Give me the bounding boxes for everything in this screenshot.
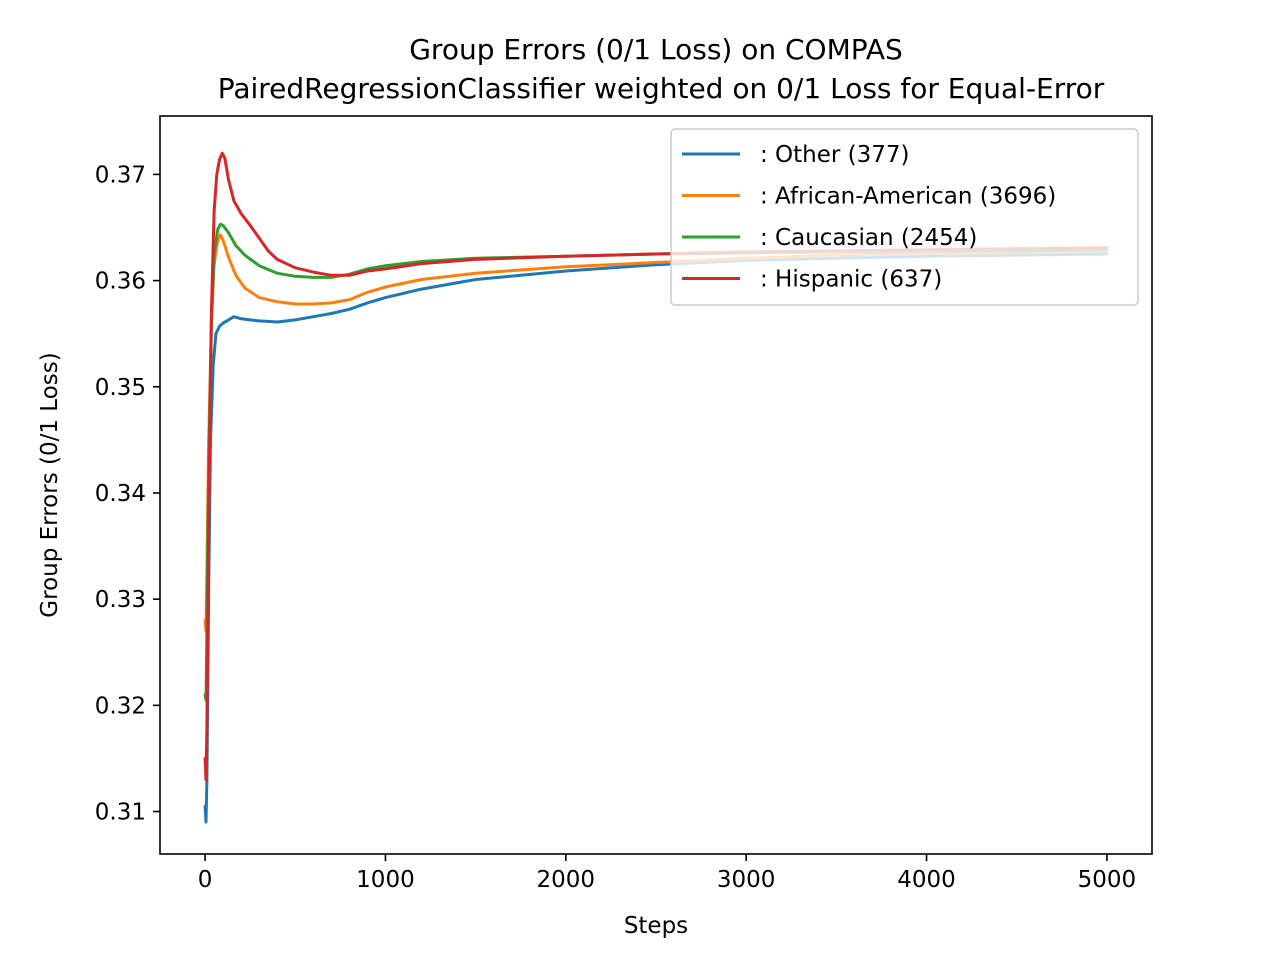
y-tick-label: 0.32 [95,693,146,719]
y-axis-label: Group Errors (0/1 Loss) [37,352,63,617]
plot-frame [159,115,1153,855]
y-tick-label: 0.34 [95,481,146,507]
legend-box [670,128,1139,306]
legend: : Other (377) : African-American (3696) : … [670,128,1139,306]
x-tick-label: 5000 [1078,867,1137,893]
y-tick-label: 0.37 [95,162,146,188]
x-tick-label: 3000 [717,867,776,893]
series-line-0 [203,252,1109,824]
x-tick-label: 2000 [537,867,596,893]
y-axis-ticks: 0.31 0.32 0.33 0.34 0.35 0.36 0.37 [95,162,160,826]
y-tick-label: 0.31 [95,800,146,826]
chart-subtitle: PairedRegressionClassifier weighted on 0… [218,72,1105,105]
y-tick-label: 0.36 [95,269,146,295]
x-tick-label: 0 [198,867,213,893]
x-axis-ticks: 0 1000 2000 3000 4000 5000 [198,854,1136,893]
x-axis-label: Steps [624,913,688,939]
x-tick-label: 1000 [356,867,415,893]
legend-label: : African-American (3696) [760,184,1056,210]
chart-title: Group Errors (0/1 Loss) on COMPAS [409,33,903,66]
series-line-3 [203,151,1109,782]
legend-label: : Hispanic (637) [760,267,942,293]
y-tick-label: 0.35 [95,375,146,401]
y-tick-label: 0.33 [95,587,146,613]
legend-label: : Caucasian (2454) [760,225,977,251]
x-tick-label: 4000 [897,867,956,893]
legend-label: : Other (377) [760,142,910,168]
